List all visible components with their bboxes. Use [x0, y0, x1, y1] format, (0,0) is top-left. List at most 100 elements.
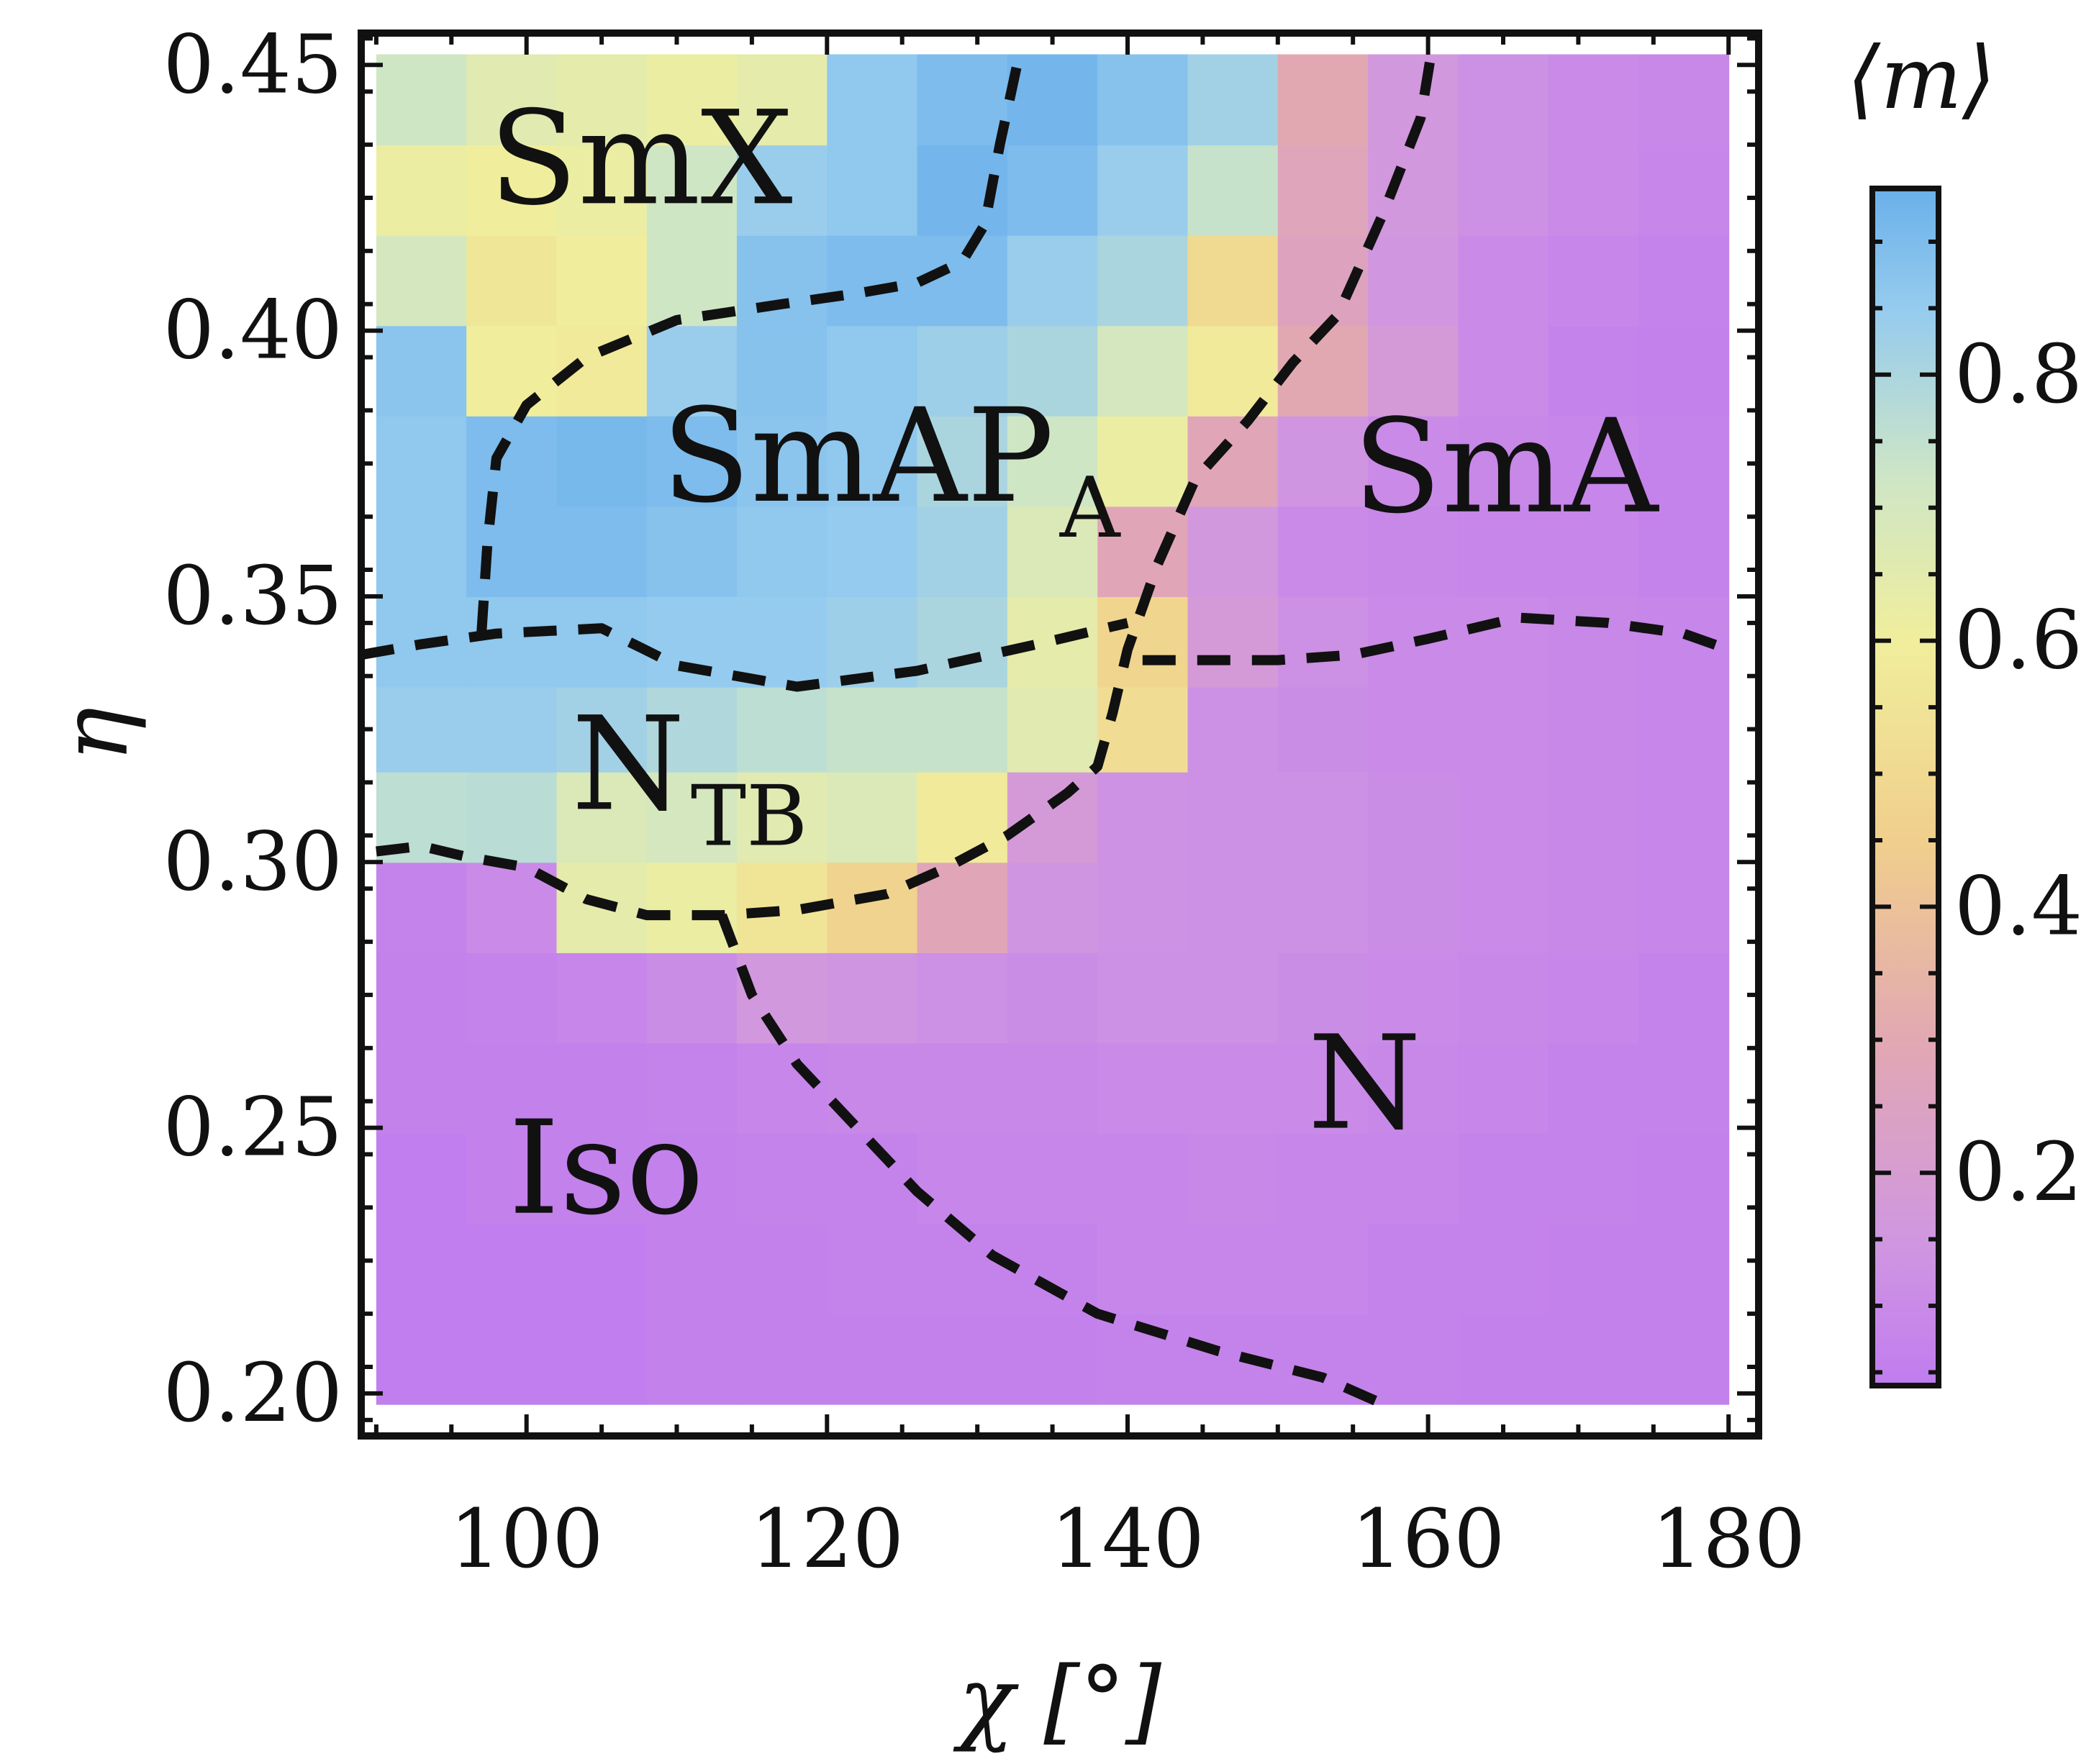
heatmap-cell — [466, 145, 558, 236]
heatmap-cell — [1548, 1133, 1639, 1224]
heatmap-cell — [1187, 596, 1279, 688]
heatmap-cell — [1277, 596, 1369, 688]
heatmap-cell — [1097, 952, 1189, 1044]
heatmap-cell — [1097, 145, 1189, 236]
heatmap-cells — [376, 54, 1730, 1405]
phase-label: SmAPA — [662, 381, 1121, 557]
colorbar-title: ⟨m⟩ — [1846, 29, 1995, 129]
heatmap-cell — [1097, 862, 1189, 953]
heatmap-cell — [646, 1042, 738, 1134]
heatmap-cell — [917, 54, 1008, 146]
heatmap-cell — [556, 1314, 648, 1405]
heatmap-cell — [466, 771, 558, 863]
heatmap-cell — [1368, 235, 1459, 327]
x-tick-label: 100 — [450, 1493, 604, 1586]
heatmap-cell — [737, 1042, 828, 1134]
heatmap-cell — [376, 415, 468, 507]
heatmap-cell — [646, 1223, 738, 1315]
heatmap-cell — [1638, 1042, 1730, 1134]
heatmap-cell — [1368, 1314, 1459, 1405]
heatmap-cell — [646, 145, 738, 236]
heatmap-cell — [1187, 415, 1279, 507]
heatmap-cell — [1277, 506, 1369, 597]
heatmap-cell — [827, 506, 918, 597]
heatmap-cell — [556, 54, 648, 146]
heatmap-cell — [1368, 1223, 1459, 1315]
heatmap-cell — [827, 1042, 918, 1134]
phase-boundary-line — [476, 53, 1025, 635]
heatmap-cell — [917, 1223, 1008, 1315]
heatmap-cell — [556, 145, 648, 236]
heatmap-cell — [376, 235, 468, 327]
heatmap-cell — [1638, 325, 1730, 417]
heatmap-cell — [1097, 1042, 1189, 1134]
heatmap-cell — [1187, 952, 1279, 1044]
heatmap-cell — [646, 325, 738, 417]
heatmap-cell — [827, 862, 918, 953]
heatmap-cell — [1548, 771, 1639, 863]
heatmap-cell — [1638, 952, 1730, 1044]
heatmap-cell — [827, 686, 918, 773]
heatmap-cell — [1368, 862, 1459, 953]
phase-label-subscript: A — [1059, 460, 1121, 557]
heatmap-cell — [1458, 686, 1549, 773]
heatmap-cell — [827, 325, 918, 417]
heatmap-cell — [1548, 325, 1639, 417]
heatmap-cell — [1277, 686, 1369, 773]
heatmap-cell — [1548, 145, 1639, 236]
heatmap-cell — [917, 596, 1008, 688]
heatmap-cell — [1277, 771, 1369, 863]
heatmap-cell — [646, 686, 738, 773]
heatmap-cell — [376, 686, 468, 773]
heatmap-cell — [376, 1042, 468, 1134]
heatmap-cell — [1638, 415, 1730, 507]
heatmap-cell — [1007, 145, 1099, 236]
heatmap-cell — [1277, 952, 1369, 1044]
heatmap-cell — [737, 771, 828, 863]
heatmap-cell — [376, 952, 468, 1044]
heatmap-cell — [1187, 1042, 1279, 1134]
x-tick-label: 140 — [1051, 1493, 1205, 1586]
heatmap-cell — [646, 952, 738, 1044]
heatmap-cell — [1458, 1314, 1549, 1405]
heatmap-cell — [1638, 54, 1730, 146]
heatmap-cell — [917, 952, 1008, 1044]
heatmap-cell — [1097, 1223, 1189, 1315]
heatmap-cell — [1548, 415, 1639, 507]
y-axis-ticks: 0.20 0.25 0.30 0.35 0.40 0.45 — [163, 18, 1759, 1440]
heatmap-cell — [917, 686, 1008, 773]
heatmap-cell — [1007, 771, 1099, 863]
heatmap-cell — [827, 952, 918, 1044]
heatmap-cell — [1458, 1042, 1549, 1134]
heatmap-cell — [1187, 771, 1279, 863]
heatmap-cell — [917, 325, 1008, 417]
heatmap-cell — [466, 415, 558, 507]
heatmap-cell — [737, 235, 828, 327]
heatmap-cell — [1638, 1133, 1730, 1224]
heatmap-cell — [1187, 1133, 1279, 1224]
heatmap-cell — [646, 862, 738, 953]
heatmap-cell — [1097, 415, 1189, 507]
heatmap-cell — [646, 596, 738, 688]
heatmap-cell — [556, 415, 648, 507]
heatmap-cell — [376, 506, 468, 597]
heatmap-cell — [1458, 54, 1549, 146]
colorbar-tick-label: 0.2 — [1954, 1126, 2082, 1219]
heatmap-cell — [1097, 1133, 1189, 1224]
heatmap-cell — [1548, 596, 1639, 688]
heatmap-cell — [466, 54, 558, 146]
heatmap-cell — [827, 1223, 918, 1315]
heatmap-cell — [1548, 235, 1639, 327]
heatmap-cell — [1277, 54, 1369, 146]
heatmap-cell — [1638, 235, 1730, 327]
heatmap-cell — [1007, 1223, 1099, 1315]
heatmap-cell — [556, 952, 648, 1044]
heatmap-cell — [1368, 506, 1459, 597]
heatmap-cell — [1638, 1314, 1730, 1405]
heatmap-cell — [646, 54, 738, 146]
heatmap-cell — [827, 415, 918, 507]
heatmap-cell — [1187, 506, 1279, 597]
colorbar-tick-label: 0.6 — [1954, 594, 2082, 688]
heatmap-cell — [917, 1133, 1008, 1224]
